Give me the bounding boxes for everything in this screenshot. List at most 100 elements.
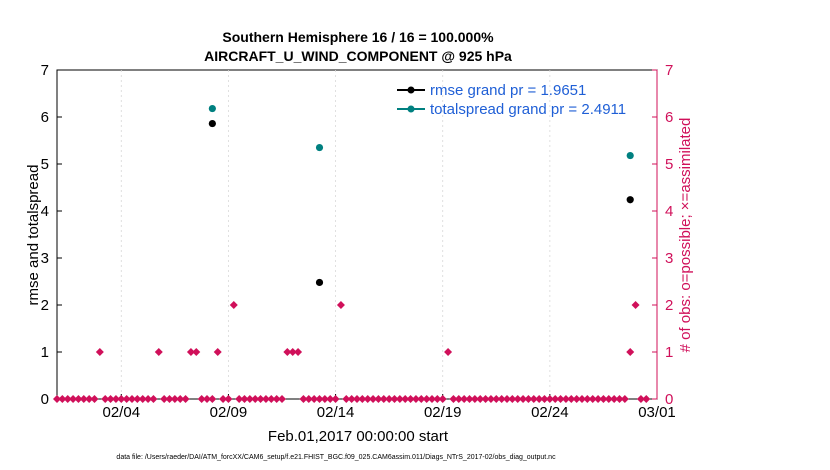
obs-count-point [197,395,206,403]
y2-tick-label: 5 [665,156,673,173]
obs-count-point [272,395,281,403]
obs-count-point [261,395,270,403]
y2-tick-label: 3 [665,250,673,267]
x-tick-label: 03/01 [638,404,676,421]
obs-count-point [69,395,78,403]
obs-count-point [385,395,394,403]
totalspread-point [626,151,634,160]
y-tick-label: 4 [41,203,49,220]
obs-count-point [599,395,608,403]
obs-count-point [610,395,619,403]
obs-count-point [192,348,201,356]
obs-count-point [401,395,410,403]
obs-count-point [63,395,72,403]
obs-count-point [545,395,554,403]
x-tick-label: 02/04 [103,404,141,421]
y2-tick-label: 1 [665,344,673,361]
obs-count-point [256,395,265,403]
obs-count-point [353,395,361,403]
obs-count-point [326,395,335,403]
rmse-series [208,119,634,287]
obs-count-point [251,395,260,403]
obs-count-point [203,395,211,403]
data-file-footnote: data file: /Users/raeder/DAI/ATM_forcXX/… [116,454,556,461]
obs-count-point [154,348,163,356]
obs-count-point [267,395,276,403]
obs-count-point [58,395,67,403]
obs-count-point [449,395,458,403]
obs-count-point [604,395,613,403]
obs-count-point [588,395,597,403]
obs-count-point [95,348,104,356]
obs-count-point [615,395,624,403]
obs-count-point [85,395,94,403]
y-tick-label: 7 [41,62,49,79]
chart-subtitle: AIRCRAFT_U_WIND_COMPONENT @ 925 hPa [204,48,512,64]
obs-count-point [79,395,88,403]
y-axis-label: rmse and totalspread [25,165,42,306]
y-tick-label: 1 [41,344,49,361]
obs-count-point [240,395,249,403]
obs-count-point [133,395,142,403]
obs-count-point [186,348,195,356]
x-axis-label: Feb.01,2017 00:00:00 start [268,428,449,445]
obs-count-point [299,395,308,403]
y2-tick-label: 6 [665,109,673,126]
obs-count-point [556,395,565,403]
obs-count-point [395,395,404,403]
obs-count-point [631,301,640,309]
y-tick-label: 5 [41,156,49,173]
obs-count-point [90,395,99,403]
x-tick-label: 02/19 [424,404,462,421]
rmse-point [626,196,634,204]
obs-count-point [208,395,217,403]
obs-count-point [224,395,233,403]
obs-count-point [245,395,254,403]
obs-count-point [363,395,372,403]
obs-count-point [417,395,426,403]
obs-count-point [331,395,340,403]
totalspread-point [208,104,216,113]
y-axis-ticks: 0 1 2 3 4 5 6 7 [41,62,62,408]
obs-count-point [138,395,147,403]
legend-spread-label: totalspread grand pr = 2.4911 [430,101,626,118]
obs-count-point [540,395,549,403]
obs-count-point [460,395,469,403]
obs-count-point [235,395,244,403]
obs-count-point [128,395,136,403]
obs-count-point [304,395,313,403]
obs-count-point [513,395,522,403]
obs-count-point [149,395,158,403]
legend-rmse-marker [407,86,415,94]
obs-count-point [636,395,645,403]
obs-count-point [626,348,635,356]
obs-count-point [219,395,228,403]
obs-count-point [144,395,153,403]
obs-count-point [294,348,303,356]
y-tick-label: 0 [41,391,49,408]
plot-area [56,69,658,400]
obs-count-point [165,395,174,403]
obs-count-point [642,395,651,403]
y-tick-label: 3 [41,250,49,267]
obs-count-point [454,395,463,403]
obs-count-point [379,395,388,403]
y2-tick-label: 4 [665,203,673,220]
obs-count-point [519,395,528,403]
chart-title: Southern Hemisphere 16 / 16 = 100.000% [222,29,494,45]
y2-tick-label: 0 [665,391,673,408]
obs-count-point [336,301,345,309]
obs-count-point [481,395,490,403]
obs-count-point [524,395,533,403]
obs-count-point [347,395,356,403]
legend-rmse-label: rmse grand pr = 1.9651 [430,82,586,99]
obs-count-point [53,395,61,403]
x-tick-label: 02/09 [210,404,248,421]
legend-spread-marker [407,105,415,113]
obs-count-point [122,395,131,403]
obs-count-point [561,395,570,403]
obs-count-point [529,395,538,403]
y2-tick-label: 7 [665,62,673,79]
obs-count-point [390,395,399,403]
